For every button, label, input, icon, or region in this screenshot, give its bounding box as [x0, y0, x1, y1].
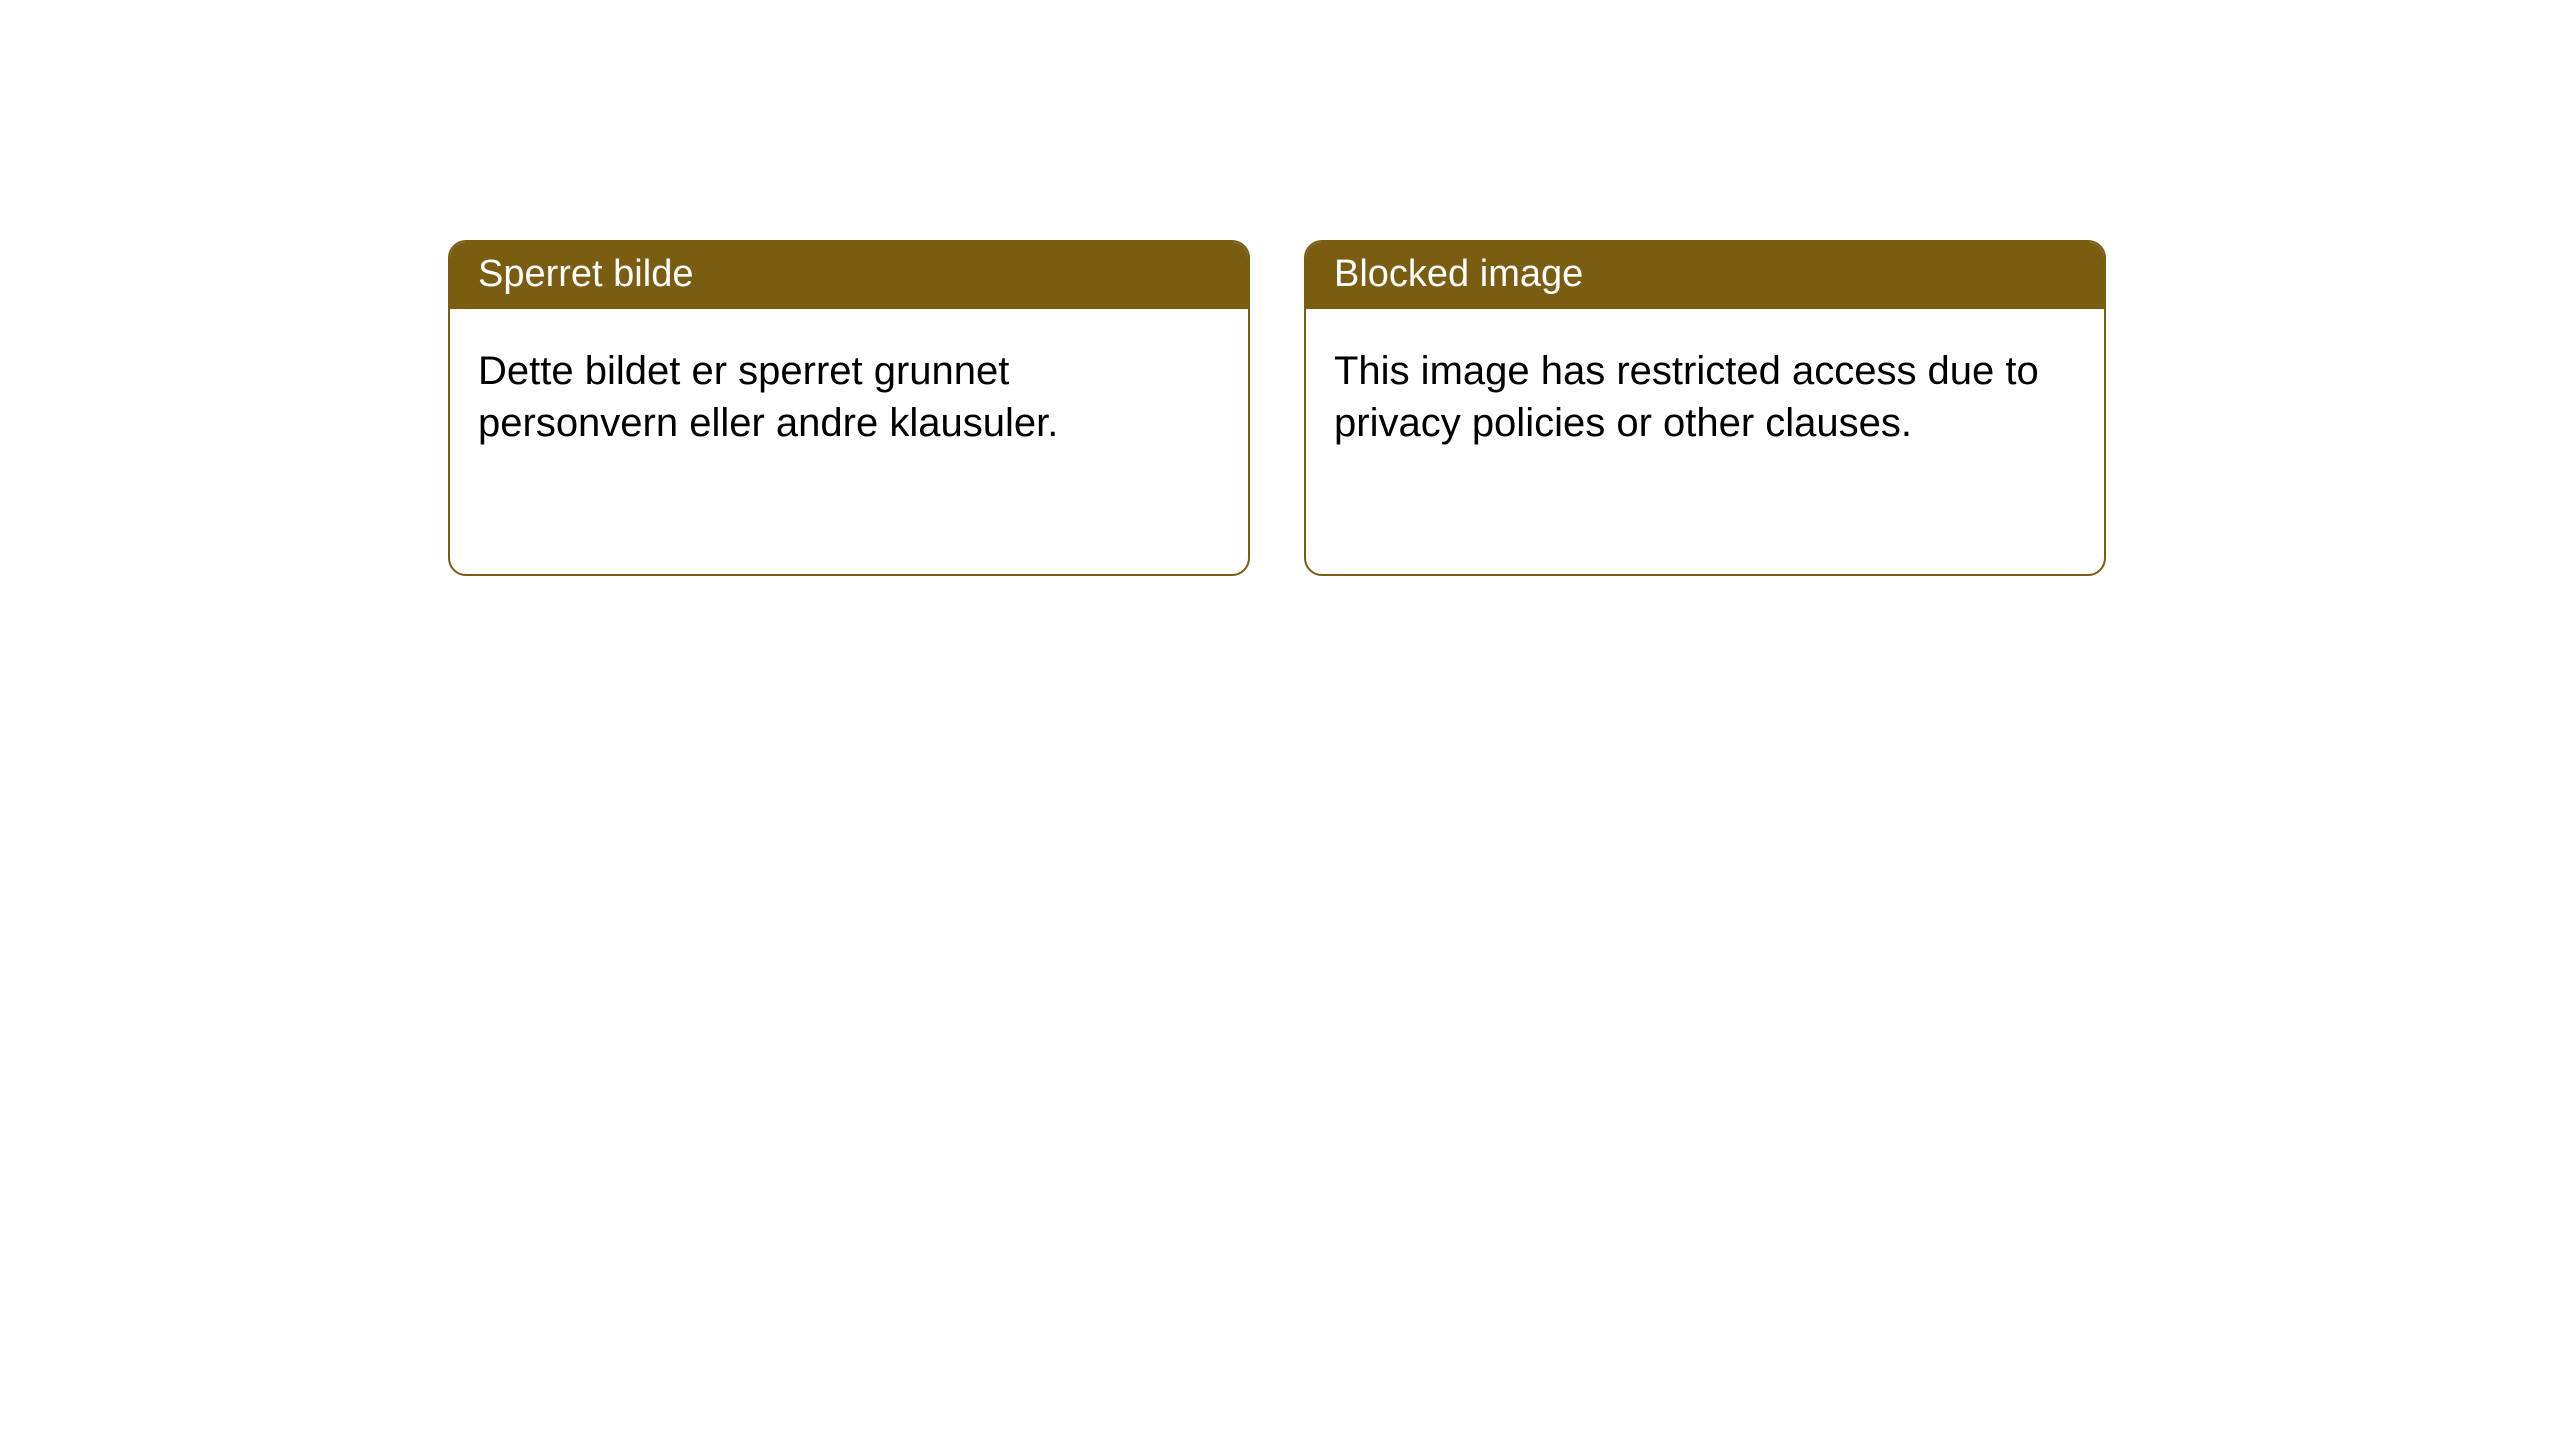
card-body: This image has restricted access due to … [1306, 309, 2104, 477]
blocked-notice-card-no: Sperret bilde Dette bildet er sperret gr… [448, 240, 1250, 576]
card-header: Blocked image [1306, 242, 2104, 309]
notice-container: Sperret bilde Dette bildet er sperret gr… [0, 0, 2560, 576]
blocked-notice-card-en: Blocked image This image has restricted … [1304, 240, 2106, 576]
card-body: Dette bildet er sperret grunnet personve… [450, 309, 1248, 477]
card-header: Sperret bilde [450, 242, 1248, 309]
